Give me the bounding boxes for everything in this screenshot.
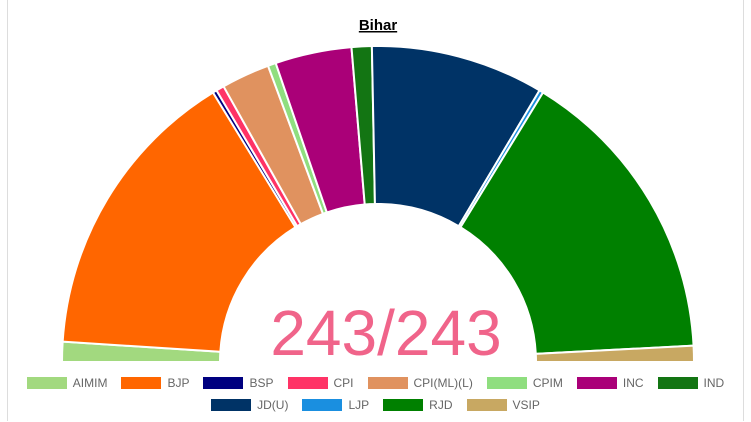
legend-item[interactable]: CPI(ML)(L) — [367, 376, 473, 390]
frame — [7, 0, 744, 421]
legend-label: IND — [703, 376, 725, 390]
legend-item[interactable]: RJD — [383, 398, 453, 412]
legend-swatch — [367, 377, 408, 389]
legend-label: INC — [622, 376, 644, 390]
legend-item[interactable]: BSP — [203, 376, 274, 390]
legend-swatch — [302, 399, 343, 411]
segment — [61, 91, 297, 353]
legend-item[interactable]: CPI — [287, 376, 354, 390]
legend-label: CPI(ML)(L) — [413, 376, 473, 390]
legend-item[interactable]: LJP — [302, 398, 369, 412]
legend-swatch — [383, 399, 424, 411]
legend-item[interactable]: VSIP — [466, 398, 540, 412]
legend-swatch — [203, 377, 244, 389]
legend-label: CPI — [333, 376, 354, 390]
legend-label: LJP — [348, 398, 370, 412]
legend-item[interactable]: BJP — [121, 376, 189, 390]
legend-swatch — [657, 377, 698, 389]
legend-swatch — [486, 377, 527, 389]
legend-swatch — [287, 377, 328, 389]
legend-label: BSP — [249, 376, 274, 390]
segment — [534, 344, 696, 363]
legend: AIMIM BJP BSP CPI CPI(ML)(L) CPIM INC IND JD(U) L… — [0, 372, 751, 416]
legend-swatch — [466, 399, 507, 411]
legend-item[interactable]: IND — [657, 376, 725, 390]
legend-label: BJP — [167, 376, 190, 390]
legend-swatch — [26, 377, 67, 389]
legend-item[interactable]: INC — [576, 376, 644, 390]
legend-item[interactable]: JD(U) — [211, 398, 288, 412]
legend-label: AIMIM — [72, 376, 108, 390]
legend-swatch — [121, 377, 162, 389]
chart-title: Bihar — [359, 17, 398, 34]
center-label: 243/243 — [270, 297, 501, 369]
legend-label: CPIM — [532, 376, 563, 390]
legend-item[interactable]: AIMIM — [26, 376, 108, 390]
legend-item[interactable]: CPIM — [486, 376, 563, 390]
legend-swatch — [211, 399, 252, 411]
legend-label: JD(U) — [257, 398, 289, 412]
legend-label: RJD — [429, 398, 453, 412]
segment — [459, 91, 695, 355]
legend-row: AIMIM BJP BSP CPI CPI(ML)(L) CPIM INC IND — [0, 372, 751, 394]
legend-swatch — [576, 377, 617, 389]
legend-label: VSIP — [512, 398, 540, 412]
legend-row: JD(U) LJP RJD VSIP — [0, 394, 751, 416]
